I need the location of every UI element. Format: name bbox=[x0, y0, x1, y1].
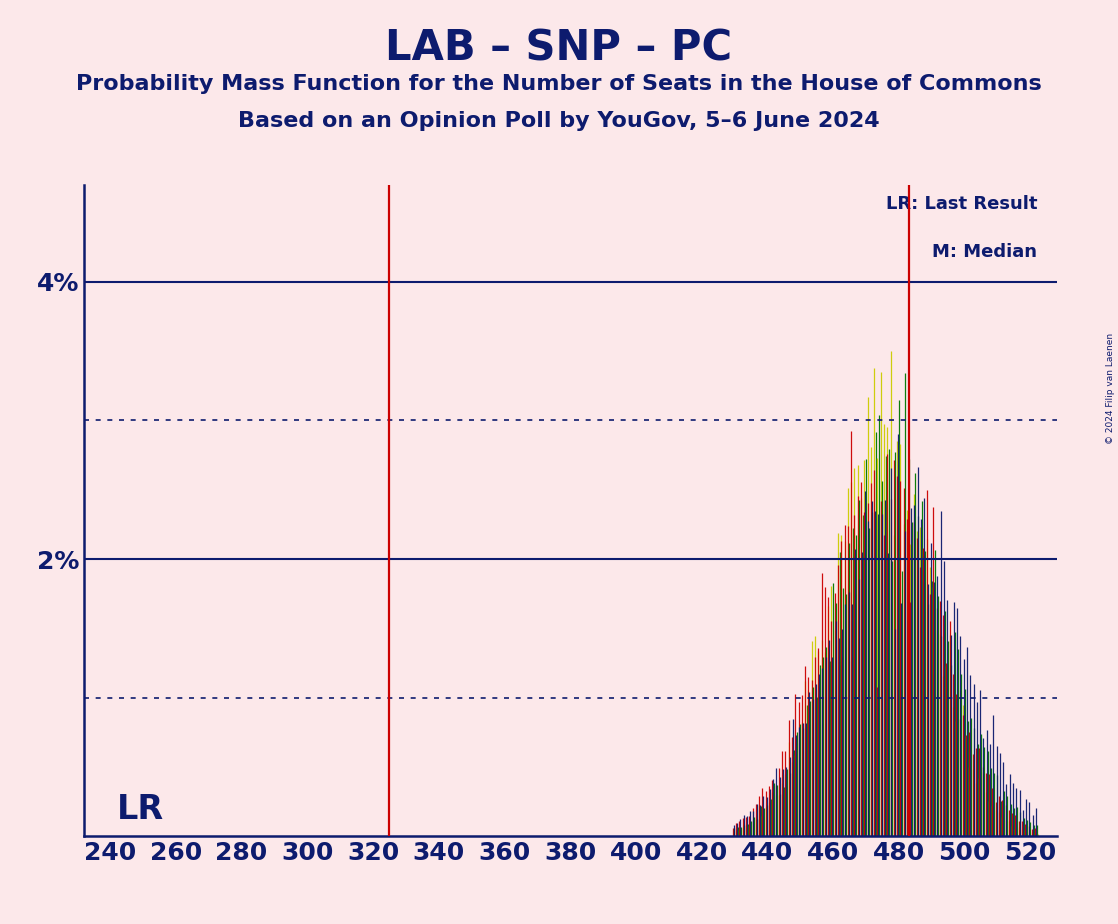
Text: © 2024 Filip van Laenen: © 2024 Filip van Laenen bbox=[1106, 333, 1115, 444]
Text: LR: Last Result: LR: Last Result bbox=[885, 195, 1038, 213]
Text: Based on an Opinion Poll by YouGov, 5–6 June 2024: Based on an Opinion Poll by YouGov, 5–6 … bbox=[238, 111, 880, 131]
Text: Probability Mass Function for the Number of Seats in the House of Commons: Probability Mass Function for the Number… bbox=[76, 74, 1042, 94]
Text: LAB – SNP – PC: LAB – SNP – PC bbox=[386, 28, 732, 69]
Text: LR: LR bbox=[116, 794, 164, 826]
Text: M: Median: M: Median bbox=[932, 243, 1038, 261]
